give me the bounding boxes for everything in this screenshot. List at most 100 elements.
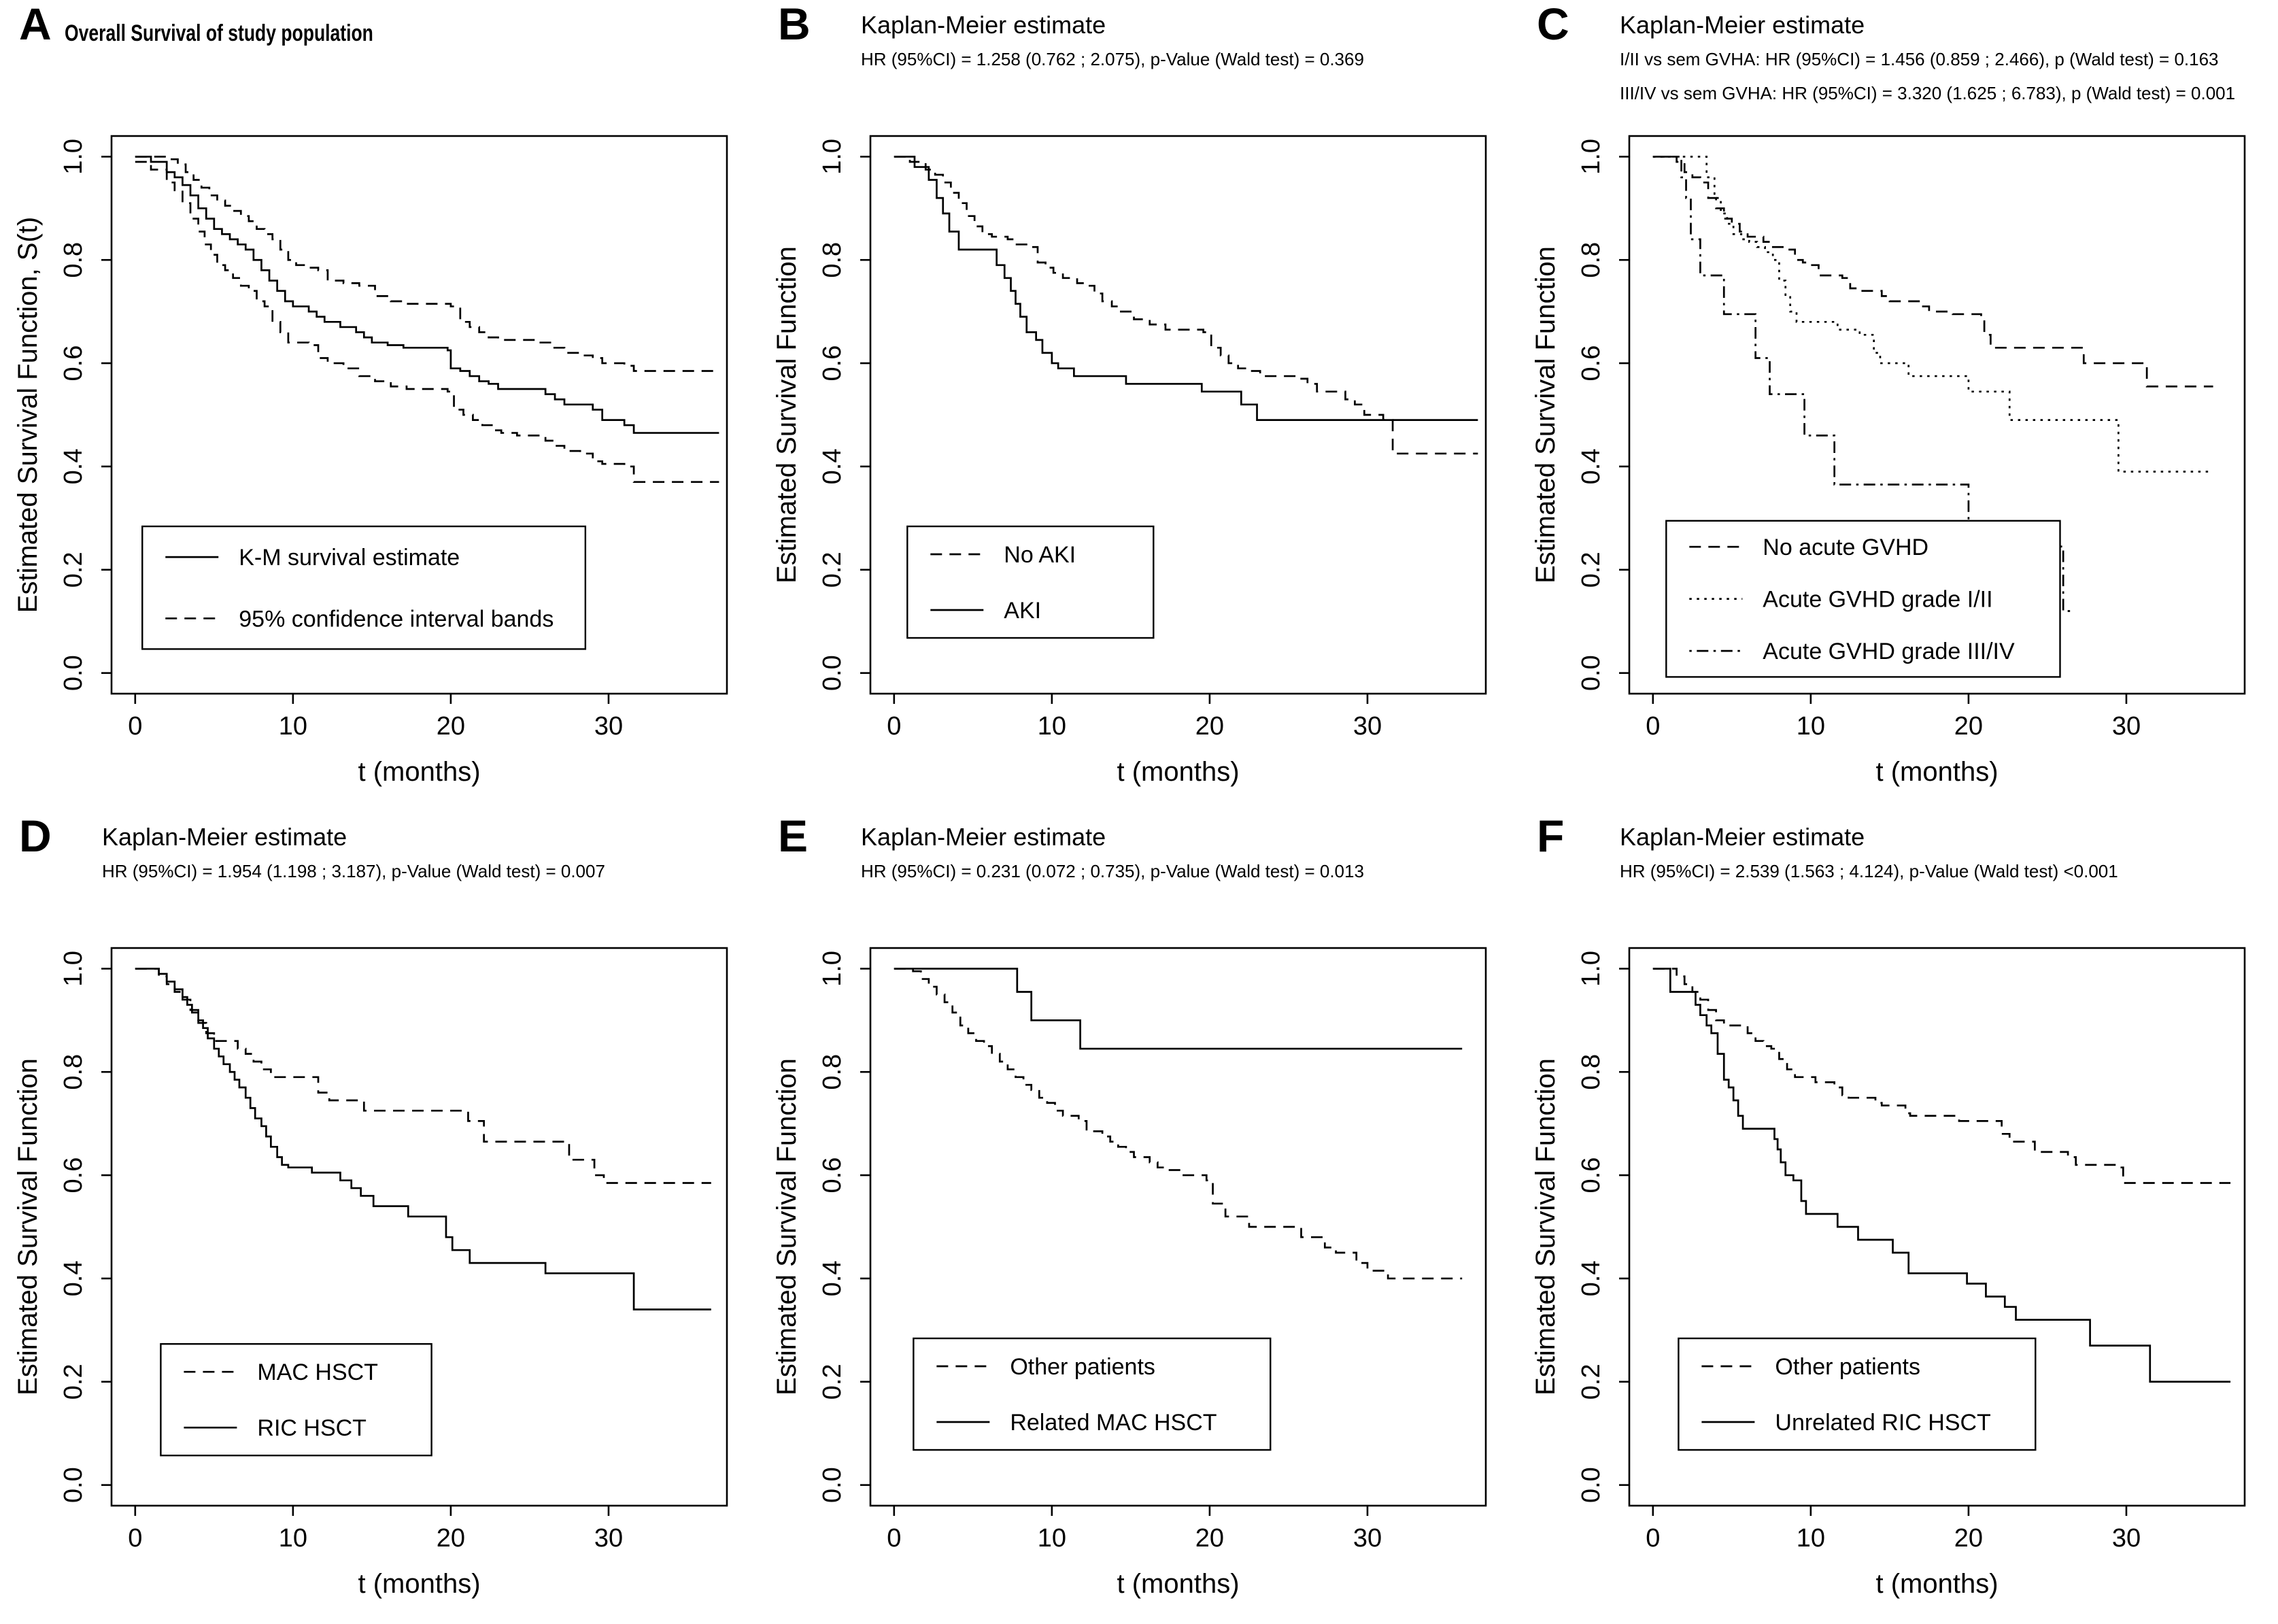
y-tick-label: 0.2 [59,552,88,588]
y-tick-label: 0.8 [59,1054,88,1090]
series-95-ci-upper-band [135,156,719,372]
legend-label: RIC HSCT [257,1415,367,1441]
y-tick-label: 0.2 [818,552,847,588]
series-aki [894,156,1478,421]
x-axis-label: t (months) [1117,1569,1239,1599]
y-axis-label: Estimated Survival Function [772,1058,802,1395]
series-related-mac-hsct [894,968,1463,1050]
y-tick-label: 0.4 [59,449,88,485]
panel-subtitle-e: HR (95%CI) = 0.231 (0.072 ; 0.735), p-Va… [861,861,1364,882]
x-axis-label: t (months) [1875,757,1998,787]
series-no-acute-gvhd [1652,156,2213,388]
km-chart-overall-survival: 0 10 20 30 0.0 0.2 0.4 0.6 0.8 1.0 t (months) Estim… [13,135,728,787]
x-tick-label: 30 [2112,1524,2141,1553]
panel-letter-b: B [778,0,811,49]
y-tick-label: 0.0 [1577,1467,1605,1503]
legend-box [906,525,1155,639]
y-tick-label: 1.0 [1577,951,1605,987]
series-mac-hsct [135,968,711,1184]
panel-header-b: Kaplan-Meier estimate HR (95%CI) = 1.258… [759,0,1518,121]
legend-label: MAC HSCT [257,1359,378,1385]
panel-subtitle-c-line2: III/IV vs sem GVHA: HR (95%CI) = 3.320 (… [1620,83,2236,104]
y-tick-label: 0.2 [1577,1364,1605,1400]
x-tick-label: 10 [1038,712,1066,741]
panel-title-a: Overall Survival of study population [65,20,373,46]
x-tick-label: 0 [1646,712,1660,741]
x-tick-label: 20 [1195,712,1224,741]
legend-label: 95% confidence interval bands [239,606,554,632]
x-tick-label: 20 [1954,1524,1983,1553]
panel-title-b: Kaplan-Meier estimate [861,11,1106,39]
y-tick-label: 0.8 [1577,242,1605,278]
panel-letter-f: F [1537,812,1565,861]
legend-label: Acute GVHD grade I/II [1763,587,1992,613]
x-tick-label: 30 [1353,1524,1382,1553]
y-tick-label: 0.2 [1577,552,1605,588]
legend-label: No AKI [1004,542,1076,568]
y-tick-label: 1.0 [59,139,88,175]
y-tick-label: 0.6 [59,345,88,382]
y-tick-label: 0.2 [59,1364,88,1400]
panel-d: D Kaplan-Meier estimate HR (95%CI) = 1.9… [0,812,759,1624]
panel-subtitle-f: HR (95%CI) = 2.539 (1.563 ; 4.124), p-Va… [1620,861,2118,882]
panel-title-d: Kaplan-Meier estimate [102,823,347,851]
y-tick-label: 0.4 [59,1261,88,1297]
km-chart-gvhd: 0 10 20 30 0.0 0.2 0.4 0.6 0.8 1.0 t (months) Estim… [1531,135,2246,787]
x-tick-label: 0 [128,1524,142,1553]
y-tick-label: 0.0 [818,655,847,691]
y-axis-label: Estimated Survival Function [772,246,802,583]
legend-label: Unrelated RIC HSCT [1775,1410,1990,1436]
x-tick-label: 10 [279,712,307,741]
legend-label: K-M survival estimate [239,545,460,571]
y-tick-label: 1.0 [59,951,88,987]
y-tick-label: 1.0 [1577,139,1605,175]
panel-letter-c: C [1537,0,1569,49]
panel-letter-e: E [778,812,809,861]
panel-subtitle-c-line1: I/II vs sem GVHA: HR (95%CI) = 1.456 (0.… [1620,49,2219,70]
x-tick-label: 0 [887,712,901,741]
x-tick-label: 20 [437,1524,465,1553]
x-tick-label: 20 [1195,1524,1224,1553]
plot-box [1628,947,2246,1507]
y-tick-label: 0.2 [818,1364,847,1400]
km-chart-conditioning: 0 10 20 30 0.0 0.2 0.4 0.6 0.8 1.0 t (months) Estim… [13,947,728,1599]
x-axis-label: t (months) [358,757,480,787]
series-no-aki [894,156,1478,455]
y-tick-label: 0.8 [59,242,88,278]
panel-header-d: Kaplan-Meier estimate HR (95%CI) = 1.954… [0,812,759,933]
y-tick-label: 0.4 [1577,1261,1605,1297]
x-tick-label: 20 [437,712,465,741]
y-tick-label: 0.6 [59,1157,88,1194]
series-acute-gvhd-grade-iii-iv [1652,156,2073,612]
y-tick-label: 0.6 [818,345,847,382]
panel-subtitle-b: HR (95%CI) = 1.258 (0.762 ; 2.075), p-Va… [861,49,1364,70]
y-tick-label: 0.4 [818,449,847,485]
x-tick-label: 10 [279,1524,307,1553]
plot-box [110,947,728,1507]
series-95-ci-lower-band [135,160,719,484]
panel-e: E Kaplan-Meier estimate HR (95%CI) = 0.2… [759,812,1518,1624]
panel-letter-a: A [19,0,52,49]
panel-header-a: Overall Survival of study population [0,0,759,121]
y-tick-label: 0.4 [818,1261,847,1297]
legend-label: Related MAC HSCT [1010,1410,1217,1436]
panel-a: A Overall Survival of study population 0… [0,0,759,812]
y-tick-label: 0.8 [818,242,847,278]
plot-box [1628,135,2246,695]
panel-title-c: Kaplan-Meier estimate [1620,11,1865,39]
legend-box [141,525,587,650]
y-tick-label: 0.8 [1577,1054,1605,1090]
y-axis-label: Estimated Survival Function [1531,1058,1561,1395]
legend-label: AKI [1004,598,1041,624]
panel-title-e: Kaplan-Meier estimate [861,823,1106,851]
x-tick-label: 0 [887,1524,901,1553]
series-other-patients [894,968,1463,1280]
panel-header-f: Kaplan-Meier estimate HR (95%CI) = 2.539… [1518,812,2277,933]
legend-box [160,1343,432,1457]
plot-box [869,947,1487,1507]
plot-box [869,135,1487,695]
x-tick-label: 30 [1353,712,1382,741]
x-axis-label: t (months) [1117,757,1239,787]
panel-header-c: Kaplan-Meier estimate I/II vs sem GVHA: … [1518,0,2277,121]
